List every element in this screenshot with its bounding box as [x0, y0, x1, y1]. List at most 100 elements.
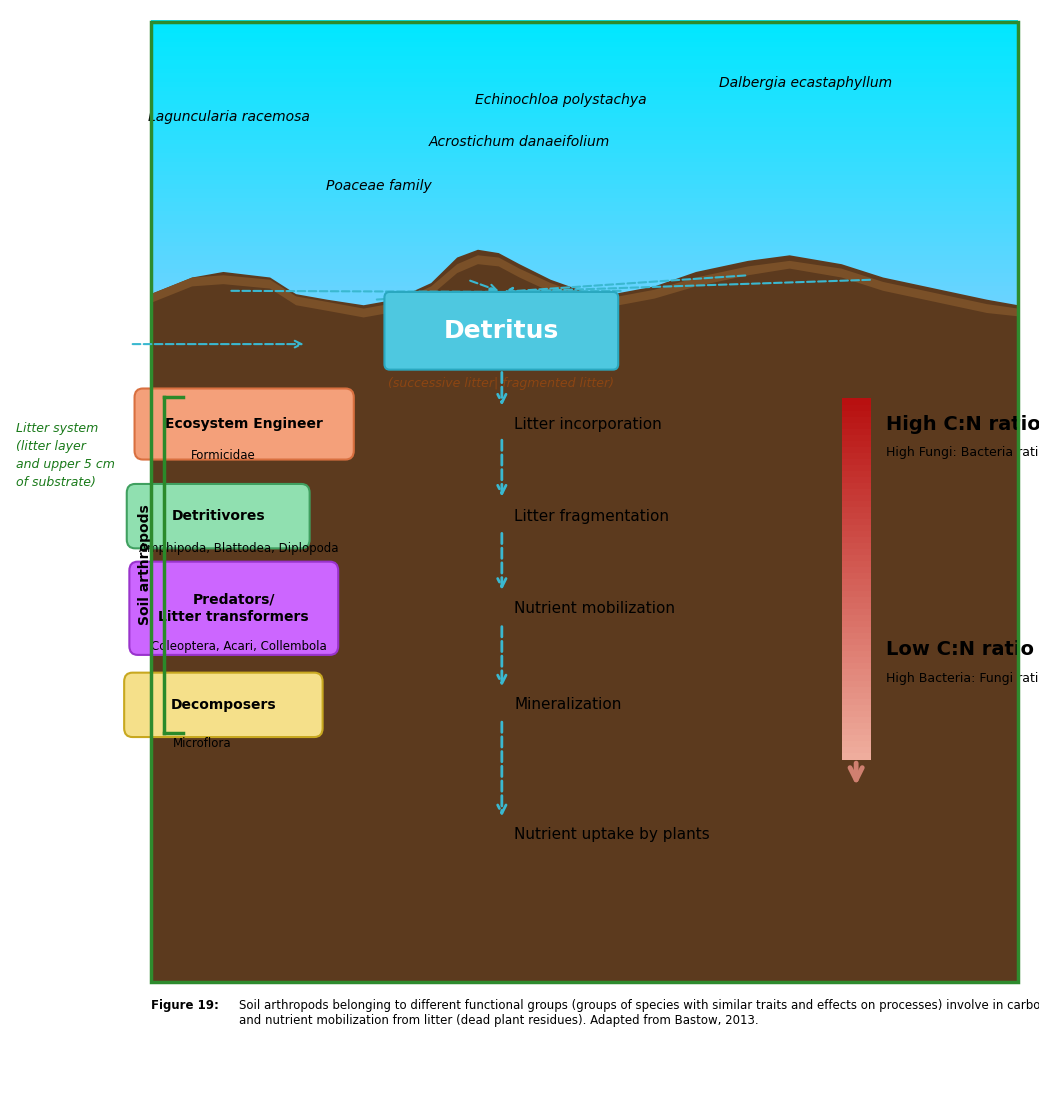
- Bar: [151, 577, 1018, 589]
- Bar: [151, 238, 1018, 244]
- Bar: [842, 573, 871, 579]
- Bar: [151, 42, 1018, 49]
- Bar: [151, 899, 1018, 911]
- Bar: [151, 184, 1018, 191]
- Bar: [151, 960, 1018, 972]
- FancyBboxPatch shape: [384, 292, 618, 370]
- Bar: [151, 291, 1018, 297]
- Bar: [842, 458, 871, 466]
- Bar: [151, 82, 1018, 89]
- Bar: [151, 349, 1018, 355]
- Bar: [151, 175, 1018, 182]
- Bar: [151, 809, 1018, 821]
- Bar: [842, 717, 871, 725]
- Bar: [151, 567, 1018, 579]
- Bar: [151, 405, 1018, 417]
- Bar: [151, 435, 1018, 448]
- Bar: [151, 251, 1018, 258]
- Bar: [151, 91, 1018, 98]
- Bar: [151, 260, 1018, 266]
- Bar: [842, 675, 871, 683]
- Bar: [151, 688, 1018, 700]
- Bar: [151, 109, 1018, 115]
- Bar: [842, 729, 871, 736]
- Bar: [842, 650, 871, 658]
- Bar: [151, 127, 1018, 133]
- Bar: [151, 919, 1018, 932]
- Bar: [151, 597, 1018, 609]
- Bar: [151, 526, 1018, 538]
- Bar: [842, 615, 871, 622]
- Bar: [151, 224, 1018, 231]
- Bar: [151, 879, 1018, 891]
- Bar: [842, 741, 871, 748]
- Bar: [151, 395, 1018, 407]
- Bar: [842, 645, 871, 652]
- Bar: [151, 353, 1018, 360]
- Bar: [842, 639, 871, 646]
- Bar: [842, 561, 871, 568]
- Text: High C:N ratio: High C:N ratio: [886, 414, 1039, 434]
- Bar: [151, 637, 1018, 649]
- Bar: [842, 501, 871, 508]
- Text: Ecosystem Engineer: Ecosystem Engineer: [165, 417, 323, 431]
- Bar: [151, 189, 1018, 195]
- Bar: [151, 64, 1018, 71]
- Bar: [151, 118, 1018, 124]
- Bar: [842, 754, 871, 760]
- Text: Detritivores: Detritivores: [171, 509, 265, 523]
- Bar: [151, 556, 1018, 569]
- Bar: [842, 495, 871, 502]
- Bar: [151, 162, 1018, 169]
- Bar: [151, 340, 1018, 346]
- Bar: [151, 657, 1018, 669]
- Bar: [151, 415, 1018, 427]
- Bar: [151, 758, 1018, 770]
- Bar: [151, 516, 1018, 528]
- Bar: [151, 20, 1018, 27]
- Bar: [151, 273, 1018, 280]
- Bar: [842, 483, 871, 490]
- Bar: [151, 47, 1018, 53]
- Bar: [151, 778, 1018, 790]
- Bar: [842, 465, 871, 472]
- Bar: [842, 627, 871, 634]
- Bar: [151, 29, 1018, 36]
- FancyBboxPatch shape: [134, 388, 354, 460]
- Bar: [842, 488, 871, 496]
- Text: Decomposers: Decomposers: [170, 698, 276, 712]
- Bar: [151, 215, 1018, 222]
- Bar: [842, 513, 871, 519]
- Bar: [151, 950, 1018, 962]
- Bar: [151, 728, 1018, 740]
- Bar: [842, 404, 871, 412]
- Bar: [151, 627, 1018, 639]
- Bar: [151, 667, 1018, 679]
- Bar: [842, 657, 871, 664]
- Bar: [151, 140, 1018, 147]
- Bar: [151, 322, 1018, 329]
- Bar: [842, 705, 871, 713]
- Bar: [151, 211, 1018, 218]
- Bar: [151, 708, 1018, 720]
- FancyBboxPatch shape: [125, 673, 323, 737]
- Bar: [842, 620, 871, 628]
- Bar: [151, 144, 1018, 151]
- FancyBboxPatch shape: [127, 484, 310, 548]
- Bar: [842, 441, 871, 447]
- Bar: [151, 56, 1018, 62]
- Text: Soil arthropods: Soil arthropods: [138, 505, 153, 625]
- Text: Microflora: Microflora: [174, 737, 232, 750]
- Bar: [151, 24, 1018, 31]
- Bar: [151, 456, 1018, 468]
- Bar: [151, 286, 1018, 293]
- Bar: [842, 585, 871, 592]
- Bar: [151, 326, 1018, 333]
- Bar: [151, 313, 1018, 320]
- Bar: [151, 331, 1018, 337]
- Text: (successive litter| fragmented litter): (successive litter| fragmented litter): [389, 377, 614, 391]
- Bar: [842, 531, 871, 538]
- Bar: [151, 819, 1018, 831]
- Bar: [151, 357, 1018, 364]
- Bar: [151, 446, 1018, 458]
